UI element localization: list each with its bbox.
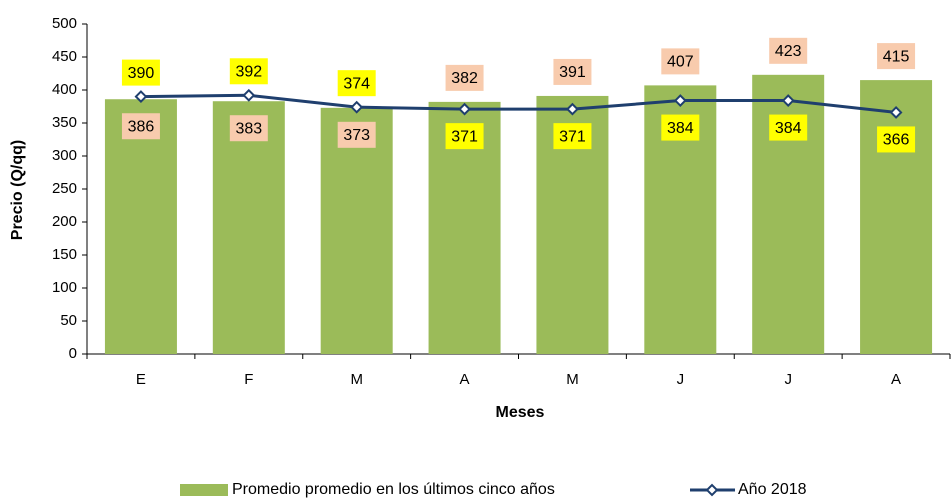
data-label-box — [877, 43, 916, 70]
x-axis-title: Meses — [496, 404, 545, 421]
marker — [781, 94, 795, 107]
bar — [860, 80, 933, 354]
y-tick-label: 300 — [52, 147, 77, 164]
x-tick-label: M — [566, 371, 579, 388]
y-tick-label: 500 — [52, 15, 77, 32]
data-label-box — [661, 48, 700, 75]
marker — [673, 94, 687, 107]
data-label-box — [229, 58, 268, 85]
y-tick-label: 250 — [52, 180, 77, 197]
y-axis-title: Precio (Q/qq) — [9, 140, 26, 240]
data-label: 390 — [128, 65, 155, 82]
data-label: 383 — [235, 120, 262, 137]
data-label: 386 — [128, 118, 155, 135]
data-label-box — [121, 113, 160, 140]
data-label: 407 — [667, 54, 694, 71]
y-tick-label: 350 — [52, 114, 77, 131]
line — [140, 93, 897, 114]
marker — [458, 102, 471, 116]
x-tick-label: J — [677, 371, 685, 388]
data-label-box — [553, 58, 592, 85]
marker — [242, 88, 256, 102]
data-label: 382 — [451, 70, 478, 87]
data-label: 391 — [559, 64, 586, 81]
data-label-box — [661, 114, 700, 141]
marker — [566, 102, 579, 116]
data-label: 374 — [343, 75, 370, 92]
marker — [350, 100, 364, 114]
data-label: 415 — [883, 48, 910, 65]
data-label: 384 — [775, 120, 802, 137]
y-tick-label: 150 — [52, 246, 77, 263]
legend-label: Año 2018 — [738, 481, 807, 498]
data-label-box — [445, 64, 484, 91]
data-label-box — [229, 115, 268, 142]
legend-swatch — [180, 484, 228, 496]
x-tick-label: F — [244, 371, 253, 388]
y-tick-label: 400 — [52, 81, 77, 98]
y-tick-label: 200 — [52, 213, 77, 230]
data-label-box — [121, 59, 160, 86]
x-tick-label: A — [460, 371, 470, 388]
y-tick-label: 0 — [69, 345, 77, 362]
data-label: 371 — [559, 128, 586, 145]
legend-label: Promedio promedio en los últimos cinco a… — [232, 481, 555, 498]
data-label: 384 — [667, 120, 694, 137]
x-tick-label: J — [784, 371, 792, 388]
data-label-box — [769, 37, 808, 64]
data-label-box — [445, 123, 484, 150]
data-label: 423 — [775, 43, 802, 60]
data-label-box — [877, 126, 916, 153]
bar — [104, 99, 177, 355]
x-tick-label: A — [891, 371, 901, 388]
y-tick-label: 450 — [52, 48, 77, 65]
x-tick-label: E — [136, 371, 146, 388]
data-label-box — [553, 123, 592, 150]
x-tick-label: M — [350, 371, 363, 388]
y-tick-label: 50 — [60, 312, 77, 329]
data-label-box — [769, 114, 808, 141]
data-label: 392 — [235, 63, 262, 80]
data-label-box — [337, 121, 376, 148]
data-label: 366 — [883, 132, 910, 149]
bar — [212, 101, 285, 354]
bar — [320, 107, 393, 354]
y-tick-label: 100 — [52, 279, 77, 296]
data-label-box — [337, 70, 376, 97]
marker — [134, 90, 148, 104]
legend-marker — [705, 483, 719, 497]
marker — [889, 106, 903, 119]
data-label: 373 — [343, 127, 370, 144]
data-label: 371 — [451, 128, 478, 145]
